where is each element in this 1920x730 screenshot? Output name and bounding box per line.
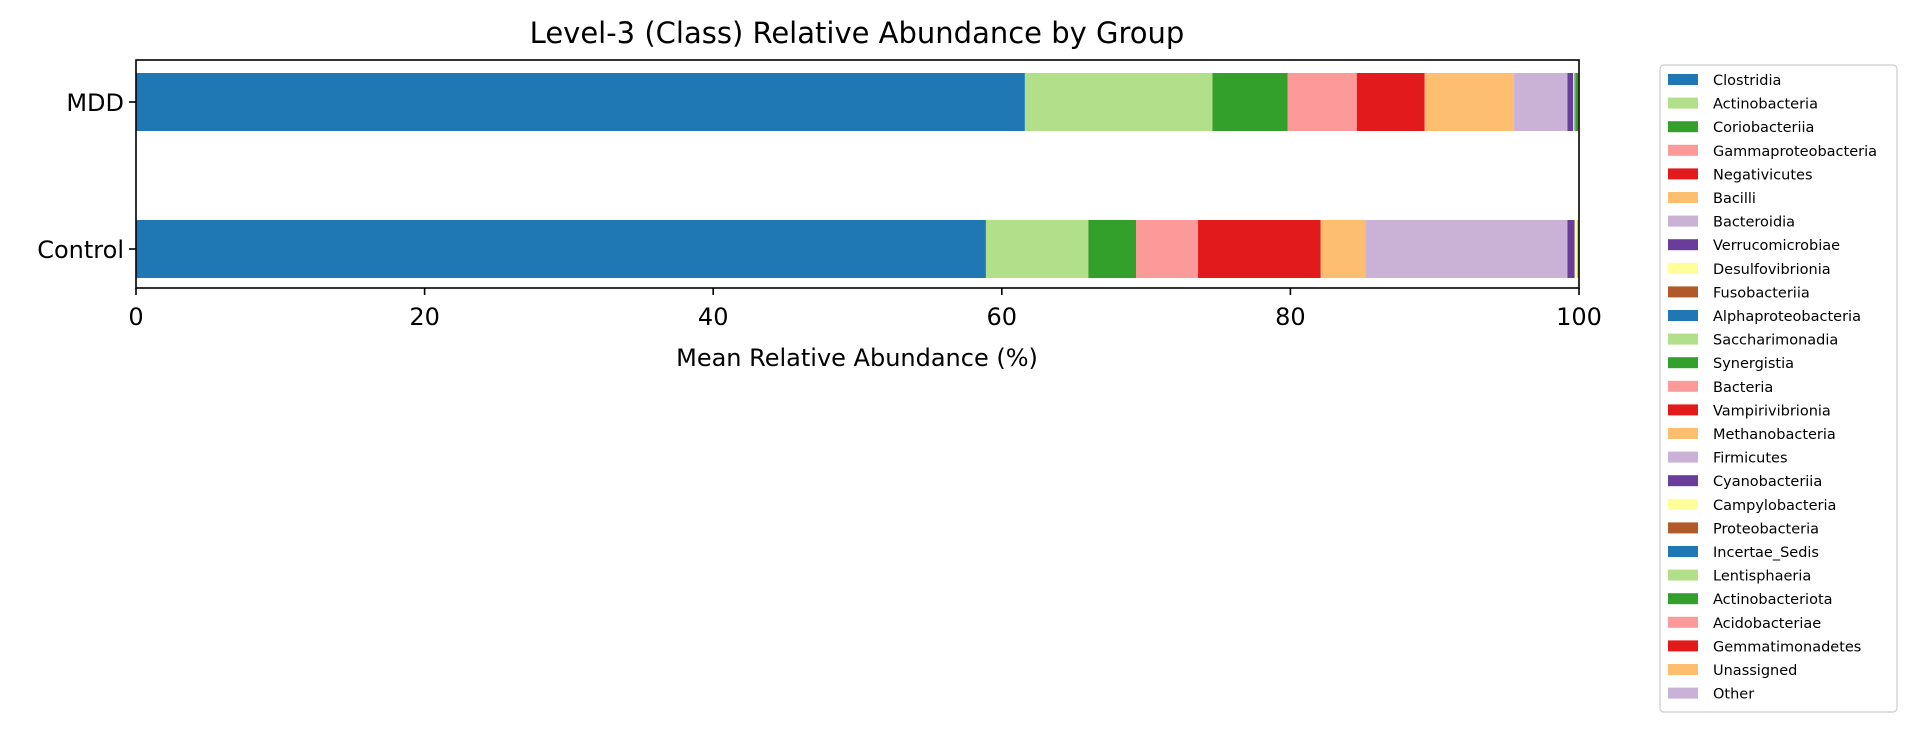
x-tick-label: 60	[987, 303, 1018, 331]
legend-label: Desulfovibrionia	[1713, 262, 1831, 278]
legend-label: Synergistia	[1713, 356, 1794, 372]
plot-frame	[135, 59, 1580, 289]
x-tick-label: 100	[1556, 303, 1602, 331]
legend-label: Firmicutes	[1713, 451, 1788, 467]
bar-segment-mdd-desulfovibrionia	[1573, 73, 1574, 131]
bar-segment-control-desulfovibrionia	[1574, 220, 1578, 278]
legend-label: Gammaproteobacteria	[1713, 144, 1877, 160]
bar-segment-control-bacilli	[1320, 220, 1366, 278]
legend-label: Actinobacteria	[1713, 97, 1818, 113]
x-tick-label: 80	[1275, 303, 1306, 331]
bar-segment-mdd-clostridia	[136, 73, 1025, 131]
legend-swatch	[1668, 404, 1698, 416]
legend-label: Campylobacteria	[1713, 498, 1836, 514]
bar-segment-mdd-bacteroidia	[1514, 73, 1568, 131]
legend-label: Bacteria	[1713, 380, 1773, 396]
legend-swatch	[1668, 74, 1698, 85]
legend-swatch	[1668, 593, 1698, 605]
bar-segment-mdd-coriobacteriia	[1212, 73, 1288, 131]
legend-swatch	[1668, 475, 1698, 487]
bar-segment-mdd-gammaproteobacteria	[1287, 73, 1357, 131]
legend-label: Cyanobacteriia	[1713, 474, 1822, 490]
legend-swatch	[1668, 616, 1698, 628]
legend-swatch	[1668, 428, 1698, 439]
legend-items: Clostridia Actinobacteria Coriobacteriia Ga…	[1668, 73, 1877, 703]
bar-segment-control-coriobacteriia	[1088, 220, 1136, 278]
legend-swatch	[1668, 451, 1698, 463]
legend-swatch	[1668, 215, 1698, 227]
legend-swatch	[1668, 310, 1698, 321]
x-tick-label: 40	[698, 303, 729, 331]
legend-swatch	[1668, 121, 1698, 133]
legend-swatch	[1668, 333, 1698, 345]
legend-label: Coriobacteriia	[1713, 120, 1814, 136]
legend-swatch	[1668, 569, 1698, 581]
legend-label: Clostridia	[1713, 73, 1781, 89]
legend-swatch	[1668, 546, 1698, 557]
x-axis-label: Mean Relative Abundance (%)	[676, 344, 1038, 372]
legend: Clostridia Actinobacteria Coriobacteriia Ga…	[1659, 64, 1898, 713]
bar-segment-control-gammaproteobacteria	[1135, 220, 1199, 278]
legend-label: Bacilli	[1713, 191, 1756, 207]
bar-segment-mdd-verrucomicrobiae	[1567, 73, 1574, 131]
legend-label: Bacteroidia	[1713, 215, 1795, 231]
bar-segment-mdd-negativicutes	[1356, 73, 1425, 131]
chart-title: Level-3 (Class) Relative Abundance by Gr…	[530, 16, 1185, 50]
legend-swatch	[1668, 664, 1698, 675]
x-axis-ticks: 0 20 40 60 80 100	[128, 288, 1602, 331]
bar-segment-mdd-synergistia	[1575, 73, 1579, 131]
legend-swatch	[1668, 239, 1698, 251]
legend-swatch	[1668, 262, 1698, 274]
legend-label: Incertae_Sedis	[1713, 545, 1819, 561]
legend-swatch	[1668, 97, 1698, 109]
bar-segment-mdd-bacilli	[1424, 73, 1515, 131]
legend-frame	[1659, 64, 1898, 713]
legend-label: Vampirivibrionia	[1713, 403, 1831, 419]
x-tick-label: 20	[409, 303, 440, 331]
legend-label: Lentisphaeria	[1713, 569, 1811, 585]
legend-swatch	[1668, 168, 1698, 180]
legend-swatch	[1668, 687, 1698, 699]
bar-segment-control-bacteroidia	[1365, 220, 1568, 278]
legend-swatch	[1668, 522, 1698, 534]
x-tick-label: 0	[128, 303, 143, 331]
bar-segment-mdd-actinobacteria	[1024, 73, 1213, 131]
y-axis-ticks: MDD Control	[37, 89, 136, 264]
legend-label: Alphaproteobacteria	[1713, 309, 1861, 325]
bar-segment-control-negativicutes	[1198, 220, 1321, 278]
legend-label: Acidobacteriae	[1713, 616, 1821, 632]
legend-swatch	[1668, 380, 1698, 392]
legend-label: Verrucomicrobiae	[1713, 238, 1840, 254]
legend-label: Methanobacteria	[1713, 427, 1836, 443]
legend-label: Gemmatimonadetes	[1713, 639, 1861, 655]
legend-label: Fusobacteriia	[1713, 285, 1810, 301]
legend-swatch	[1668, 144, 1698, 156]
legend-swatch	[1668, 640, 1698, 652]
legend-swatch	[1668, 498, 1698, 510]
legend-label: Actinobacteriota	[1713, 592, 1833, 608]
bar-segment-control-clostridia	[136, 220, 986, 278]
legend-label: Saccharimonadia	[1713, 333, 1838, 349]
legend-swatch	[1668, 192, 1698, 203]
legend-swatch	[1668, 357, 1698, 369]
legend-label: Proteobacteria	[1713, 521, 1819, 537]
y-tick-label: Control	[37, 236, 124, 264]
bar-segment-control-verrucomicrobiae	[1567, 220, 1575, 278]
legend-swatch	[1668, 286, 1698, 298]
bar-segment-control-actinobacteria	[985, 220, 1089, 278]
y-tick-label: MDD	[66, 89, 124, 117]
bars-group	[136, 73, 1579, 278]
legend-label: Negativicutes	[1713, 167, 1813, 183]
bar-segment-mdd-saccharimonadia	[1574, 73, 1576, 131]
legend-label: Other	[1713, 687, 1754, 703]
legend-label: Unassigned	[1713, 663, 1797, 679]
